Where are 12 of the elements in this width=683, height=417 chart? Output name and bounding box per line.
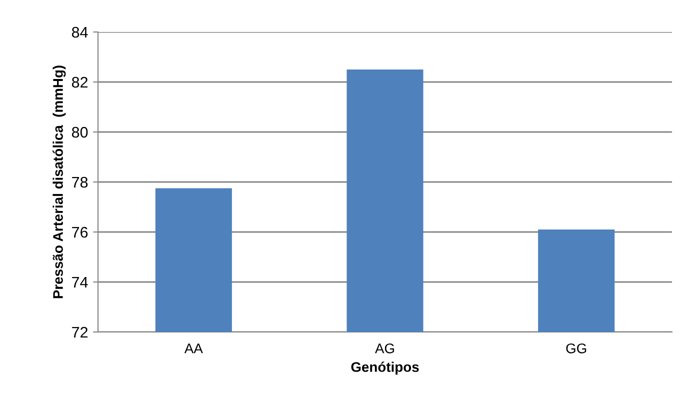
y-tick-label: 84 — [72, 26, 88, 38]
x-tick-label: GG — [566, 343, 586, 354]
y-tick-label: 74 — [72, 277, 88, 288]
x-tick-label: AG — [374, 343, 394, 354]
y-tick-label: 82 — [72, 76, 88, 88]
x-tick-label: AA — [184, 344, 203, 354]
y-tick-label: 72 — [72, 326, 88, 338]
y-axis-title: Pressão Arterial disatólica (mmHg) — [52, 66, 66, 298]
y-tick-label: 78 — [72, 176, 88, 188]
y-tick-label: 76 — [72, 226, 88, 238]
y-tick-label: 80 — [72, 126, 88, 138]
x-axis-title: Genótipos — [351, 362, 419, 375]
